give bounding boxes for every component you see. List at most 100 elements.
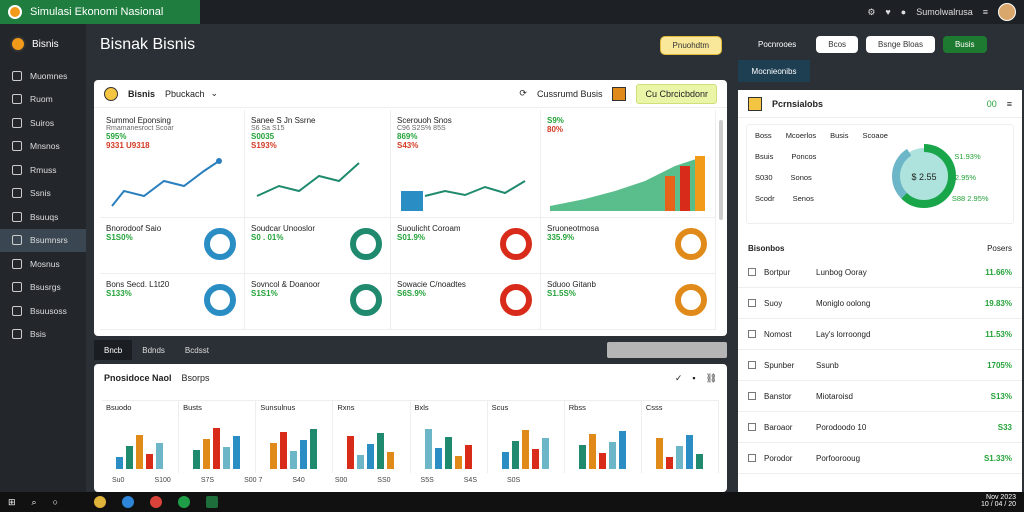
- check-icon[interactable]: ✓: [674, 372, 683, 383]
- list-row[interactable]: Bortpur Lunbog Ooray 11.66%: [738, 257, 1022, 288]
- windows-icon[interactable]: ⊞: [8, 496, 16, 507]
- metric-icon: [350, 284, 382, 316]
- menu-icon[interactable]: ≡: [1006, 98, 1012, 109]
- metric-cell[interactable]: Scerouoh Snos C96 S2S% 85S 869% S43%: [391, 110, 541, 218]
- scrollbar[interactable]: [719, 120, 723, 220]
- right-button-2[interactable]: Bsnge Bloas: [866, 35, 935, 53]
- list-row[interactable]: Nomost Lay's lorroongd 11.53%: [738, 319, 1022, 350]
- row-value: S33: [997, 422, 1012, 432]
- settings-icon[interactable]: ⚙: [867, 6, 876, 17]
- refresh-icon[interactable]: ⟳: [519, 88, 527, 98]
- user-name[interactable]: Sumolwalrusa: [916, 7, 973, 17]
- mini-head: Mcoerlos: [785, 131, 817, 140]
- metric-cell[interactable]: Sowacie C/noadtes S6S.9%: [391, 274, 541, 330]
- right-button-3[interactable]: Busis: [942, 35, 987, 53]
- sidebar-item-10[interactable]: Bsuusoss: [0, 299, 86, 323]
- sidebar-item-label: Rmuss: [30, 164, 57, 175]
- metric-cell[interactable]: Sanee S Jn Ssrne S6 Sa S15 S0035 S193%: [245, 110, 391, 218]
- mini-row[interactable]: Scodr Senos S88 2.95%: [747, 188, 1013, 209]
- edge-icon[interactable]: [122, 496, 135, 508]
- metric-cell[interactable]: Summol Eponsing Rmamanesroct Scoar 595% 933…: [100, 110, 245, 218]
- product-col[interactable]: Rxns: [333, 401, 411, 473]
- chat-icon[interactable]: ○: [52, 497, 59, 507]
- tab-monitoring[interactable]: Mocnieonibs: [738, 60, 810, 82]
- footer-value: S5S: [420, 477, 434, 484]
- list-row[interactable]: Baroaor Porodoodo 10 S33: [738, 412, 1022, 443]
- product-col[interactable]: Sunsulnus: [256, 401, 334, 473]
- product-col[interactable]: Bxls: [411, 401, 488, 473]
- mini-c: S88 2.95%: [951, 194, 989, 203]
- bar: [454, 456, 462, 469]
- app-green-icon[interactable]: [178, 496, 191, 508]
- product-col[interactable]: Rbss: [565, 401, 642, 473]
- sidebar-item-7[interactable]: Bsumnsrs: [0, 228, 86, 252]
- product-col[interactable]: Busts: [179, 401, 257, 473]
- tab-1[interactable]: Bdnds: [142, 345, 165, 355]
- delete-icon[interactable]: ▪: [692, 373, 696, 383]
- metric-cell[interactable]: Sduoo Gitanb S1.5S%: [541, 274, 716, 330]
- sidebar-item-5[interactable]: Ssnis: [0, 182, 86, 206]
- right-button-0[interactable]: Pocnrooes: [758, 39, 797, 49]
- row-checkbox[interactable]: [748, 454, 756, 462]
- metric-cell[interactable]: S9% 80%: [541, 110, 716, 218]
- metric-cell[interactable]: Soudcar Unooslor S0 . 01%: [245, 218, 391, 274]
- tab-bar-filter[interactable]: [607, 342, 727, 358]
- sidebar-item-0[interactable]: Muomnes: [0, 64, 86, 88]
- product-col[interactable]: Bsuodo: [102, 401, 180, 473]
- list-row[interactable]: Suoy Moniglo oolong 19.83%: [738, 288, 1022, 319]
- tab-2[interactable]: Bcdsst: [184, 345, 209, 355]
- sidebar-item-9[interactable]: Bsusrgs: [0, 276, 86, 300]
- row-b: Moniglo oolong: [816, 298, 871, 308]
- export-icon[interactable]: [612, 86, 627, 101]
- right-panel: Pocnrooes Bcos Bsnge Bloas Busis Mocnieonib…: [736, 24, 1024, 492]
- menu-icon[interactable]: ≡: [982, 7, 988, 17]
- product-col[interactable]: Csss: [642, 401, 719, 473]
- mini-row[interactable]: S030 Sonos S2.95%: [747, 167, 1013, 188]
- sidebar-item-3[interactable]: Mnsnos: [0, 135, 86, 159]
- metric-cell[interactable]: Suoulicht Coroam S01.9%: [391, 218, 541, 274]
- excel-icon[interactable]: [206, 496, 219, 508]
- sidebar-item-8[interactable]: Mosnus: [0, 252, 86, 276]
- bar: [367, 444, 375, 469]
- row-checkbox[interactable]: [748, 392, 756, 400]
- list-row[interactable]: Banstor Miotaroisd S13%: [738, 381, 1022, 412]
- metric-cell[interactable]: Bnorodoof Saio S1S0%: [100, 218, 245, 274]
- row-a: Banstor: [764, 391, 792, 401]
- row-checkbox[interactable]: [748, 268, 756, 276]
- sidebar-item-4[interactable]: Rmuss: [0, 158, 86, 182]
- row-checkbox[interactable]: [748, 423, 756, 431]
- clock-time: Nov 2023: [986, 494, 1016, 501]
- sidebar-item-label: Bsuusoss: [30, 305, 67, 316]
- heart-icon[interactable]: ♥: [885, 7, 891, 17]
- metric-pct: S1.5S%: [547, 289, 576, 298]
- metric-cell[interactable]: Sovncol & Doanoor S1S1%: [245, 274, 391, 330]
- row-a: Baroaor: [764, 422, 793, 432]
- link-icon[interactable]: ⛓: [705, 372, 717, 383]
- search-icon[interactable]: ⌕: [31, 496, 37, 507]
- mini-row[interactable]: Bsuis Poncos S1.93%: [747, 146, 1013, 167]
- chrome-icon[interactable]: [94, 496, 107, 508]
- header-action-button[interactable]: Pnuohdtm: [659, 35, 722, 55]
- product-col[interactable]: Scus: [488, 401, 565, 473]
- export-button[interactable]: Cu Cbrcicbdonr: [636, 83, 717, 104]
- sidebar-item-6[interactable]: Bsuuqs: [0, 205, 86, 229]
- list-row[interactable]: Spunber Ssunb 1705%: [738, 350, 1022, 381]
- avatar[interactable]: [998, 3, 1016, 21]
- sidebar-item-2[interactable]: Suiros: [0, 111, 86, 135]
- row-checkbox[interactable]: [748, 330, 756, 338]
- row-checkbox[interactable]: [748, 299, 756, 307]
- metric-cell[interactable]: Sruoneotmosa 335.9%: [541, 218, 716, 274]
- list-row[interactable]: Porodor Porfoorooug S1.33%: [738, 443, 1022, 474]
- bell-icon[interactable]: ●: [900, 7, 907, 17]
- sidebar-item-1[interactable]: Ruom: [0, 88, 86, 112]
- bar: [434, 448, 442, 469]
- tab-0[interactable]: Bncb: [94, 340, 133, 360]
- sidebar-item-11[interactable]: Bsis: [0, 323, 86, 347]
- metric-pct: 869%: [397, 132, 418, 141]
- filter-dropdown[interactable]: Pbuckach ⌄: [165, 88, 218, 99]
- link-label[interactable]: Cussrumd Busis: [536, 88, 603, 99]
- row-checkbox[interactable]: [748, 361, 756, 369]
- right-button-1[interactable]: Bcos: [816, 35, 859, 53]
- browser-icon[interactable]: [150, 496, 163, 508]
- metric-cell[interactable]: Bons Secd. L1t20 S133%: [100, 274, 245, 330]
